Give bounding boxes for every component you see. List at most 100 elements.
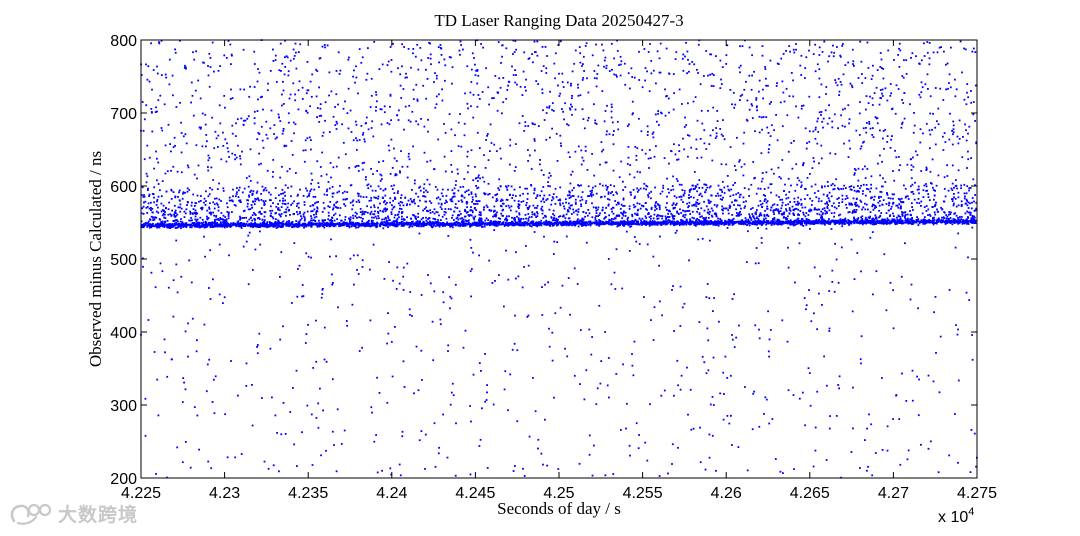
data-point xyxy=(335,206,337,208)
data-point xyxy=(385,224,388,227)
data-point xyxy=(628,208,631,210)
data-point xyxy=(878,204,881,207)
data-point xyxy=(384,222,387,224)
data-point xyxy=(800,204,803,206)
data-point xyxy=(790,220,793,223)
data-point xyxy=(932,217,934,220)
data-point xyxy=(477,186,480,189)
data-point xyxy=(842,220,845,223)
data-point xyxy=(956,221,959,224)
data-point xyxy=(789,223,792,226)
data-point xyxy=(269,205,272,208)
data-point xyxy=(905,221,908,224)
data-point xyxy=(927,208,930,211)
data-point xyxy=(429,200,431,203)
data-point xyxy=(957,216,959,219)
data-point xyxy=(918,202,921,204)
data-point xyxy=(944,195,947,198)
data-point xyxy=(345,223,348,225)
data-point xyxy=(669,220,671,223)
data-point xyxy=(805,220,807,223)
data-point xyxy=(303,219,306,222)
data-point xyxy=(828,200,831,203)
data-point xyxy=(708,202,711,204)
data-point xyxy=(597,206,600,209)
data-point xyxy=(857,217,860,219)
data-point xyxy=(496,221,498,223)
data-point xyxy=(381,223,384,226)
data-point xyxy=(896,204,899,207)
data-point xyxy=(689,221,691,224)
data-point xyxy=(773,217,776,219)
data-point xyxy=(310,222,313,224)
data-point xyxy=(259,226,262,228)
data-point xyxy=(620,203,623,206)
data-point xyxy=(398,210,400,213)
data-point xyxy=(973,219,976,222)
data-point xyxy=(589,221,591,224)
data-point xyxy=(828,209,831,212)
data-point xyxy=(631,215,634,218)
data-point xyxy=(927,220,929,223)
data-point xyxy=(853,217,855,220)
data-point xyxy=(175,226,178,229)
data-point xyxy=(401,215,403,218)
data-point xyxy=(904,218,907,221)
data-point xyxy=(825,221,828,224)
data-point xyxy=(559,202,561,205)
data-point xyxy=(189,226,191,229)
data-point xyxy=(614,217,616,219)
data-point xyxy=(527,213,530,215)
data-point xyxy=(184,222,187,225)
data-point xyxy=(216,202,218,205)
data-point xyxy=(744,223,747,226)
data-point xyxy=(874,214,877,217)
data-point xyxy=(827,185,829,187)
data-point xyxy=(222,214,225,217)
data-point xyxy=(506,189,509,191)
data-point xyxy=(463,196,466,199)
data-point xyxy=(213,221,216,224)
data-point xyxy=(549,222,551,225)
data-point xyxy=(281,226,283,228)
data-point xyxy=(396,217,399,220)
data-point xyxy=(824,209,826,212)
data-point xyxy=(336,191,339,194)
data-point xyxy=(762,194,765,196)
data-point xyxy=(291,226,294,229)
data-point xyxy=(965,219,968,221)
data-point xyxy=(589,193,592,195)
data-point xyxy=(757,220,760,222)
data-point xyxy=(161,224,163,226)
data-point xyxy=(778,223,781,226)
data-point xyxy=(282,200,284,202)
data-point xyxy=(400,222,403,225)
data-point xyxy=(688,201,691,204)
data-point xyxy=(909,222,911,225)
data-point xyxy=(214,222,217,225)
data-point xyxy=(757,218,760,220)
data-point xyxy=(513,188,516,191)
data-point xyxy=(196,221,199,224)
data-point xyxy=(532,222,534,224)
data-point xyxy=(466,211,469,213)
data-point xyxy=(241,191,244,194)
data-point xyxy=(771,222,774,225)
data-point xyxy=(556,221,558,224)
data-point xyxy=(242,222,245,225)
data-point xyxy=(285,211,288,214)
data-point xyxy=(785,210,788,212)
data-point xyxy=(420,218,423,221)
data-point xyxy=(462,223,465,226)
data-point xyxy=(253,225,255,227)
data-point xyxy=(973,200,975,203)
data-point xyxy=(475,224,478,227)
data-point xyxy=(785,197,788,200)
data-point xyxy=(169,225,171,228)
data-point xyxy=(874,221,876,224)
data-point xyxy=(315,201,318,204)
data-point xyxy=(609,184,612,186)
data-point xyxy=(734,199,737,201)
data-point xyxy=(689,213,692,215)
data-point xyxy=(967,207,970,209)
